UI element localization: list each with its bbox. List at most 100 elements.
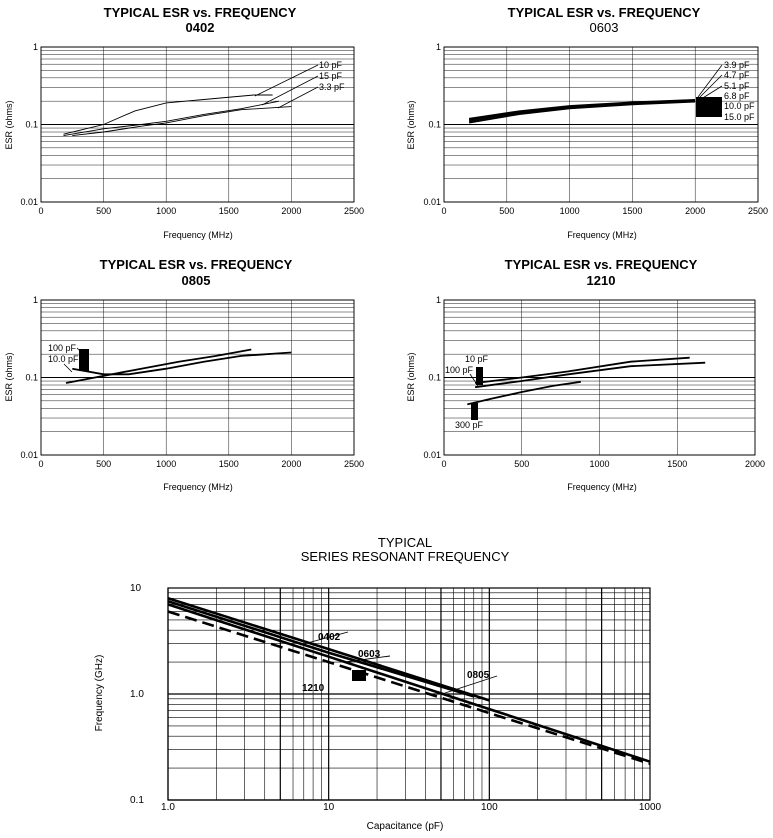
- x-tick-label: 0: [441, 459, 446, 469]
- grid: [443, 299, 756, 456]
- x-tick-label: 1500: [219, 459, 239, 469]
- plot-frame: [167, 587, 651, 801]
- chart-title: TYPICAL ESR vs. FREQUENCY: [100, 257, 293, 272]
- chart-title: TYPICAL ESR vs. FREQUENCY: [104, 5, 297, 20]
- y-tick-label: 0.01: [20, 450, 38, 460]
- series-line-15-pf: [63, 100, 279, 137]
- grid: [443, 46, 759, 203]
- y-axis-label: Frequency (GHz): [94, 655, 105, 732]
- series-label-6-8pf: 6.8 pF: [724, 91, 750, 101]
- grid: [40, 46, 355, 203]
- y-axis-label: ESR (ohms): [4, 100, 14, 149]
- x-tick-label: 10: [323, 802, 335, 813]
- series-line-1210: [167, 610, 651, 765]
- chart-subtitle: 0402: [186, 20, 215, 35]
- plot-frame: [443, 299, 756, 456]
- x-axis-label: Frequency (MHz): [567, 482, 637, 492]
- y-tick-label: 1: [436, 295, 441, 305]
- tick-labels: 0 500 1000 1500 2000 1 0.1 0.01: [423, 295, 765, 469]
- series-line-3-3-pf: [72, 106, 292, 137]
- series-label-300pf: 300 pF: [455, 420, 484, 430]
- y-axis-label: ESR (ohms): [406, 352, 416, 401]
- tick-labels: 0 500 1000 1500 2000 2500 1 0.1 0.01: [423, 42, 768, 216]
- series-lines: [467, 356, 706, 406]
- x-tick-label: 1000: [156, 459, 176, 469]
- grid: [40, 299, 355, 456]
- series-line-15-0-pf: [469, 101, 696, 124]
- series-lines: [469, 98, 696, 124]
- x-tick-label: 0: [38, 459, 43, 469]
- leader-line: [254, 64, 319, 97]
- leader-line: [697, 64, 723, 98]
- leader-line: [697, 85, 723, 102]
- series-label-0805: 0805: [467, 670, 490, 681]
- value-block: [79, 349, 89, 371]
- x-tick-label: 1500: [622, 206, 642, 216]
- y-tick-label: 1: [436, 42, 441, 52]
- x-tick-label: 2000: [685, 206, 705, 216]
- series-line-10-0-pf: [72, 351, 292, 376]
- series-lines: [65, 348, 292, 384]
- series-label-3-9pf: 3.9 pF: [724, 60, 750, 70]
- series-label-10-0pf: 10.0 pF: [724, 101, 755, 111]
- x-tick-label: 0: [38, 206, 43, 216]
- series-line-10-pf: [474, 356, 690, 384]
- chart-title: TYPICAL: [378, 535, 432, 550]
- value-block: [471, 403, 478, 420]
- x-tick-label: 1500: [667, 459, 687, 469]
- chart-esr-0603: TYPICAL ESR vs. FREQUENCY 0603 0 500 1000 1…: [406, 5, 768, 240]
- x-axis-label: Frequency (MHz): [567, 230, 637, 240]
- x-tick-label: 500: [96, 459, 111, 469]
- series-label-15-0pf: 15.0 pF: [724, 112, 755, 122]
- series-label-1210: 1210: [302, 683, 325, 694]
- x-tick-label: 100: [481, 802, 498, 813]
- leader-line: [299, 631, 349, 646]
- y-tick-label: 10: [130, 583, 142, 594]
- series-line-10-pf: [63, 94, 273, 135]
- chart-esr-0402: TYPICAL ESR vs. FREQUENCY 0402 0 500 1000 1…: [4, 5, 364, 240]
- series-line-100-pf: [65, 348, 252, 384]
- chart-esr-0805: TYPICAL ESR vs. FREQUENCY 0805 0 500 1000 1…: [4, 257, 364, 492]
- x-tick-label: 1000: [589, 459, 609, 469]
- y-tick-label: 0.1: [25, 373, 38, 383]
- series-line-0402: [167, 597, 490, 702]
- chart-series-resonant-frequency: TYPICAL SERIES RESONANT FREQUENCY 1.0 10 1…: [94, 535, 662, 832]
- y-axis-label: ESR (ohms): [406, 100, 416, 149]
- series-line-0603: [167, 599, 475, 698]
- leader-line: [261, 75, 319, 106]
- series-label-100pf: 100 pF: [48, 343, 77, 353]
- series-line-100-pf: [474, 361, 706, 389]
- x-tick-label: 2000: [281, 459, 301, 469]
- leader-line: [277, 86, 319, 109]
- leader-line: [697, 74, 723, 100]
- series-line-300-pf: [467, 380, 581, 406]
- chart-subtitle: 1210: [587, 273, 616, 288]
- series-line-4-7-pf: [469, 99, 696, 120]
- y-axis-label: ESR (ohms): [4, 352, 14, 401]
- x-tick-label: 500: [96, 206, 111, 216]
- tick-labels: 1.0 10 100 1000 10 1.0 0.1: [130, 583, 662, 813]
- y-tick-label: 0.1: [428, 120, 441, 130]
- series-label-10pf: 10 pF: [465, 354, 489, 364]
- chart-title: TYPICAL ESR vs. FREQUENCY: [508, 5, 701, 20]
- y-tick-label: 0.01: [423, 197, 441, 207]
- x-tick-label: 1000: [639, 802, 662, 813]
- grid: [167, 587, 651, 801]
- chart-subtitle: 0603: [590, 20, 619, 35]
- x-tick-label: 500: [499, 206, 514, 216]
- value-block: [476, 367, 483, 385]
- plot-frame: [443, 46, 759, 203]
- x-tick-label: 1500: [219, 206, 239, 216]
- tick-labels: 0 500 1000 1500 2000 2500 1 0.1 0.01: [20, 42, 364, 216]
- y-tick-label: 0.1: [25, 120, 38, 130]
- series-line-6-8-pf: [469, 100, 696, 122]
- leader-line: [344, 655, 391, 663]
- value-block: [352, 670, 366, 681]
- series-label-0603: 0603: [358, 649, 381, 660]
- series-label-4-7pf: 4.7 pF: [724, 70, 750, 80]
- tick-labels: 0 500 1000 1500 2000 2500 1 0.1 0.01: [20, 295, 364, 469]
- leader-line: [441, 675, 498, 695]
- value-block: [696, 97, 722, 117]
- leader-line: [469, 373, 479, 387]
